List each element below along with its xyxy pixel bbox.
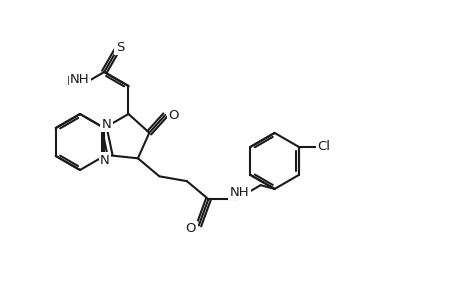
Text: NH: NH <box>229 186 249 199</box>
Text: NH: NH <box>70 73 90 85</box>
Text: H: H <box>73 76 81 86</box>
Text: N: N <box>101 118 111 130</box>
Text: S: S <box>115 41 124 54</box>
Text: O: O <box>168 109 178 122</box>
Text: O: O <box>185 222 196 235</box>
Text: N: N <box>67 74 77 88</box>
Text: N: N <box>100 154 110 167</box>
Text: Cl: Cl <box>317 140 330 153</box>
